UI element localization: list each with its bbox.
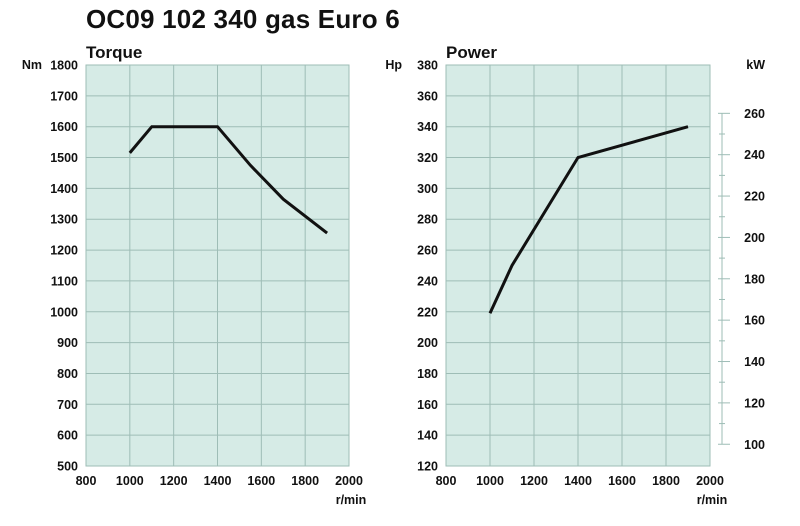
- power-y2-tick-label: 120: [744, 396, 765, 410]
- power-y-tick-label: 340: [417, 120, 438, 134]
- torque-x-axis-label: r/min: [336, 493, 367, 507]
- torque-y-tick-label: 1400: [50, 182, 78, 196]
- power-x-tick-label: 1800: [652, 474, 680, 488]
- power-x-tick-label: 2000: [696, 474, 724, 488]
- power-plot-frame: [445, 64, 711, 467]
- torque-series-line: [128, 125, 329, 235]
- power-x-tick-label: 1600: [608, 474, 636, 488]
- torque-y-tick-label: 1600: [50, 120, 78, 134]
- torque-chart-title: Torque: [86, 43, 142, 62]
- torque-x-tick-label: 1800: [291, 474, 319, 488]
- torque-y-axis-label: Nm: [22, 58, 42, 72]
- power-chart-title: Power: [446, 43, 497, 62]
- torque-x-tick-label: 2000: [335, 474, 363, 488]
- torque-y-tick-label: 700: [57, 398, 78, 412]
- power-y2-tick-label: 200: [744, 231, 765, 245]
- power-x-tick-label: 800: [436, 474, 457, 488]
- power-y2-tick-label: 140: [744, 355, 765, 369]
- torque-y-tick-label: 1300: [50, 213, 78, 227]
- torque-y-tick-label: 1100: [51, 274, 78, 288]
- torque-x-tick-label: 1000: [116, 474, 144, 488]
- torque-y-tick-label: 1500: [50, 151, 78, 165]
- power-y-tick-label: 280: [417, 213, 438, 227]
- power-x-axis-label: r/min: [697, 493, 728, 507]
- power-y-tick-label: 240: [417, 274, 438, 288]
- power-y-tick-label: 320: [417, 151, 438, 165]
- power-x-tick-label: 1400: [564, 474, 592, 488]
- power-y-axis-label: Hp: [385, 58, 402, 72]
- power-y2-tick-label: 260: [744, 107, 765, 121]
- power-y-tick-label: 120: [417, 460, 438, 474]
- power-y2-tick-label: 100: [744, 438, 765, 452]
- power-y2-axis-label: kW: [746, 58, 765, 72]
- power-y2-tick-label: 160: [744, 314, 765, 328]
- torque-y-tick-label: 600: [57, 429, 78, 443]
- power-y-tick-label: 300: [417, 182, 438, 196]
- torque-y-tick-label: 900: [57, 336, 78, 350]
- power-x-tick-label: 1200: [520, 474, 548, 488]
- power-y-tick-label: 180: [417, 367, 438, 381]
- torque-x-tick-label: 1200: [160, 474, 188, 488]
- torque-y-tick-label: 500: [57, 460, 78, 474]
- power-y-tick-label: 220: [417, 305, 438, 319]
- torque-y-tick-label: 1800: [50, 59, 78, 73]
- power-y2-tick-label: 220: [744, 190, 765, 204]
- torque-y-tick-label: 1700: [50, 89, 78, 103]
- torque-plot-frame: [85, 64, 350, 467]
- power-y-tick-label: 380: [417, 59, 438, 73]
- power-x-tick-label: 1000: [476, 474, 504, 488]
- power-series-line: [488, 125, 689, 314]
- power-y-tick-label: 360: [417, 89, 438, 103]
- torque-y-tick-label: 1200: [50, 244, 78, 258]
- torque-x-tick-label: 1600: [247, 474, 275, 488]
- torque-x-tick-label: 1400: [204, 474, 232, 488]
- power-y2-tick-label: 180: [744, 272, 765, 286]
- torque-y-tick-label: 1000: [50, 305, 78, 319]
- power-y-tick-label: 260: [417, 244, 438, 258]
- power-y-tick-label: 160: [417, 398, 438, 412]
- power-y-tick-label: 200: [417, 336, 438, 350]
- power-y-tick-label: 140: [417, 429, 438, 443]
- power-y2-tick-label: 240: [744, 148, 765, 162]
- torque-x-tick-label: 800: [76, 474, 97, 488]
- page-title: OC09 102 340 gas Euro 6: [86, 4, 400, 34]
- torque-y-tick-label: 800: [57, 367, 78, 381]
